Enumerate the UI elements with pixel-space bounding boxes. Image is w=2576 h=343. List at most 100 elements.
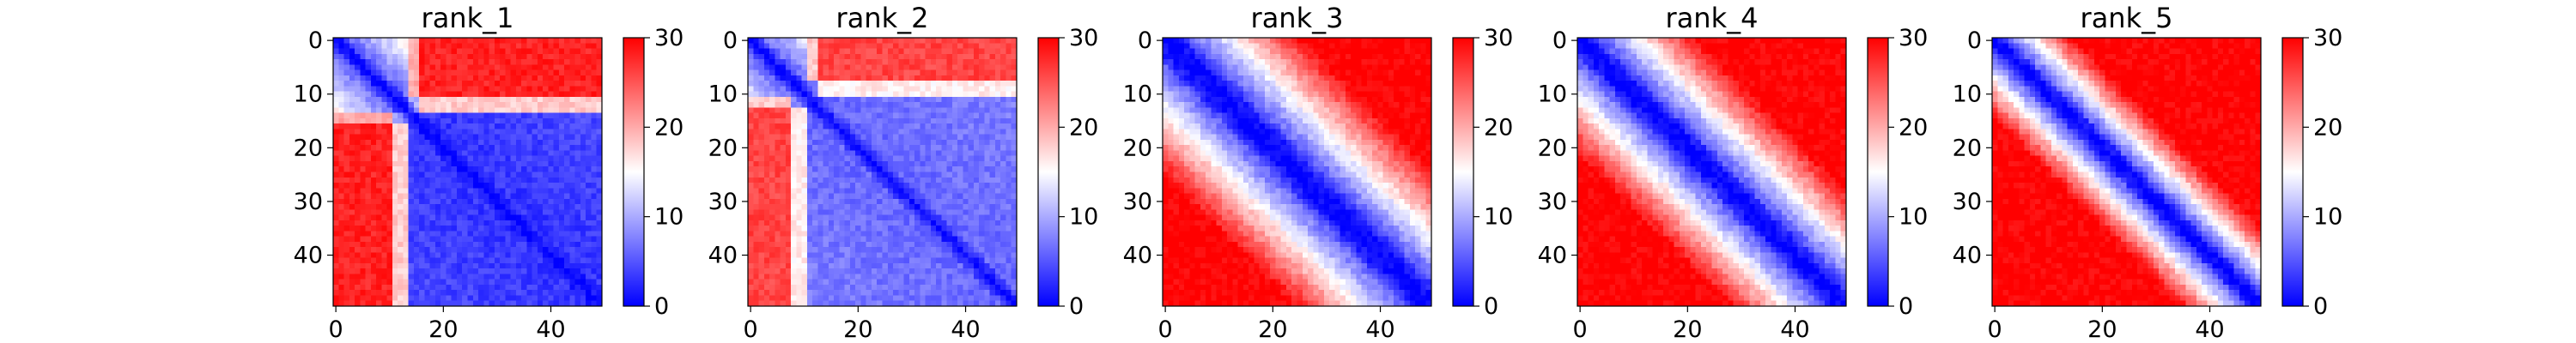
heatmap-cell	[434, 231, 441, 238]
heatmap-cell	[424, 226, 431, 232]
heatmap-cell	[333, 268, 339, 275]
heatmap-cell	[574, 48, 581, 55]
heatmap-cell	[526, 145, 533, 152]
heatmap-cell	[355, 204, 361, 210]
heatmap-cell	[478, 38, 484, 44]
heatmap-cell	[753, 145, 760, 152]
heatmap-cell	[806, 209, 813, 216]
heatmap-cell	[823, 300, 829, 307]
heatmap-cell	[930, 226, 937, 232]
heatmap-cell	[355, 231, 361, 238]
heatmap-cell	[429, 231, 436, 238]
heatmap-cell	[796, 226, 803, 232]
heatmap-cell	[925, 64, 932, 71]
heatmap-cell	[365, 129, 372, 135]
heatmap-cell	[758, 96, 765, 103]
heatmap-cell	[979, 102, 986, 108]
heatmap-cell	[386, 204, 393, 210]
heatmap-cell	[984, 112, 991, 119]
heatmap-cell	[866, 247, 872, 253]
heatmap-cell	[871, 166, 878, 173]
heatmap-cell	[548, 214, 555, 221]
heatmap-cell	[758, 86, 765, 93]
heatmap-cell	[758, 274, 765, 280]
heatmap-cell	[558, 112, 565, 119]
heatmap-cell	[973, 123, 980, 130]
heatmap-cell	[951, 123, 958, 130]
heatmap-cell	[569, 177, 576, 184]
heatmap-cell	[785, 123, 792, 130]
heatmap-cell	[424, 145, 431, 152]
heatmap-cell	[419, 81, 426, 87]
heatmap-cell	[1005, 231, 1012, 238]
heatmap-cell	[574, 75, 581, 81]
heatmap-cell	[887, 150, 894, 157]
heatmap-cell	[957, 102, 963, 108]
heatmap-cell	[785, 198, 792, 205]
heatmap-cell	[370, 145, 377, 152]
heatmap-cell	[785, 59, 792, 65]
y-tick-label: 20	[294, 135, 323, 161]
heatmap-cell	[855, 247, 862, 253]
heatmap-cell	[855, 268, 862, 275]
heatmap-cell	[505, 231, 512, 238]
heatmap-cell	[780, 91, 787, 98]
heatmap-cell	[434, 183, 441, 189]
heatmap-cell	[796, 193, 803, 200]
heatmap-cell	[823, 48, 829, 55]
heatmap-cell	[973, 48, 980, 55]
heatmap-cell	[548, 177, 555, 184]
heatmap-cell	[844, 295, 851, 302]
heatmap-cell	[591, 53, 598, 60]
heatmap-cell	[510, 193, 517, 200]
heatmap-cell	[446, 300, 453, 307]
heatmap-cell	[591, 247, 598, 253]
heatmap-cell	[408, 102, 415, 108]
heatmap-cell	[877, 231, 884, 238]
heatmap-cell	[785, 257, 792, 264]
heatmap-cell	[941, 134, 948, 141]
heatmap-cell	[403, 75, 410, 81]
heatmap-cell	[596, 268, 603, 275]
heatmap-cell	[877, 214, 884, 221]
heatmap-cell	[521, 75, 527, 81]
heatmap-cell	[478, 226, 484, 232]
heatmap-cell	[462, 257, 469, 264]
heatmap-cell	[877, 160, 884, 167]
heatmap-cell	[537, 209, 544, 216]
heatmap-cell	[381, 107, 388, 114]
heatmap-cell	[532, 295, 538, 302]
heatmap-cell	[758, 38, 765, 44]
heatmap-cell	[440, 236, 447, 243]
heatmap-cell	[403, 59, 410, 65]
heatmap-cell	[569, 247, 576, 253]
heatmap-cell	[494, 231, 501, 238]
heatmap-cell	[758, 53, 765, 60]
heatmap-cell	[376, 257, 382, 264]
heatmap-cell	[936, 166, 942, 173]
heatmap-cell	[828, 274, 835, 280]
heatmap-cell	[365, 284, 372, 291]
heatmap-cell	[451, 193, 458, 200]
heatmap-cell	[500, 123, 506, 130]
heatmap-cell	[844, 290, 851, 297]
heatmap-cell	[984, 172, 991, 178]
heatmap-cell	[510, 226, 517, 232]
heatmap-cell	[903, 150, 910, 157]
heatmap-cell	[758, 48, 765, 55]
heatmap-cell	[844, 209, 851, 216]
heatmap-cell	[963, 38, 969, 44]
heatmap-cell	[780, 198, 787, 205]
heatmap-cell	[806, 177, 813, 184]
heatmap-cell	[424, 64, 431, 71]
heatmap-cell	[532, 247, 538, 253]
heatmap-cell	[936, 279, 942, 286]
heatmap-cell	[887, 38, 894, 44]
heatmap-cell	[451, 166, 458, 173]
heatmap-cell	[936, 188, 942, 195]
heatmap-cell	[989, 188, 996, 195]
heatmap-cell	[596, 177, 603, 184]
heatmap-cell	[823, 247, 829, 253]
heatmap-cell	[381, 231, 388, 238]
heatmap-cell	[785, 96, 792, 103]
